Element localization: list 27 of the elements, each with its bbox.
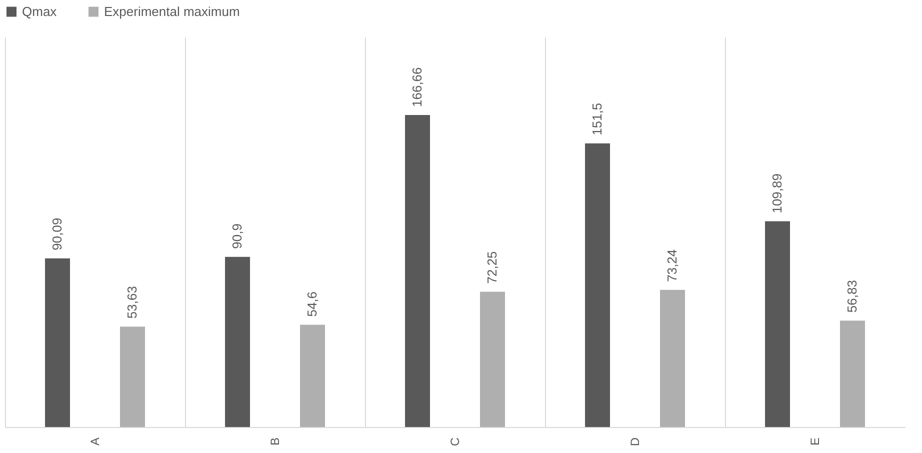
- bar: [300, 324, 325, 427]
- data-label: 53,63: [124, 286, 140, 319]
- data-label: 166,66: [410, 67, 424, 107]
- data-label: 109,89: [770, 174, 784, 214]
- x-tick-label: C: [448, 437, 462, 446]
- bar: [405, 115, 430, 427]
- bar: [585, 143, 610, 427]
- bar: [765, 221, 790, 427]
- x-tick-label: D: [628, 437, 642, 446]
- x-tick-label: E: [808, 438, 822, 446]
- data-label: 90,09: [50, 218, 64, 250]
- data-label: 72,25: [484, 251, 500, 284]
- bar: [120, 326, 145, 427]
- x-tick-label: A: [88, 438, 102, 446]
- data-label: 56,83: [844, 280, 860, 313]
- data-label: 73,24: [664, 249, 680, 282]
- data-label: 151,5: [590, 102, 604, 136]
- bar: [45, 258, 70, 427]
- x-tick-label: B: [268, 438, 282, 446]
- bar: [840, 320, 865, 427]
- data-label: 90,9: [230, 224, 244, 249]
- bar: [225, 256, 250, 427]
- data-label: 54,6: [304, 291, 320, 317]
- legend-label: Qmax: [22, 4, 58, 19]
- bar: [660, 290, 685, 427]
- legend-label: Experimental maximum: [104, 4, 240, 19]
- bar: [480, 292, 505, 427]
